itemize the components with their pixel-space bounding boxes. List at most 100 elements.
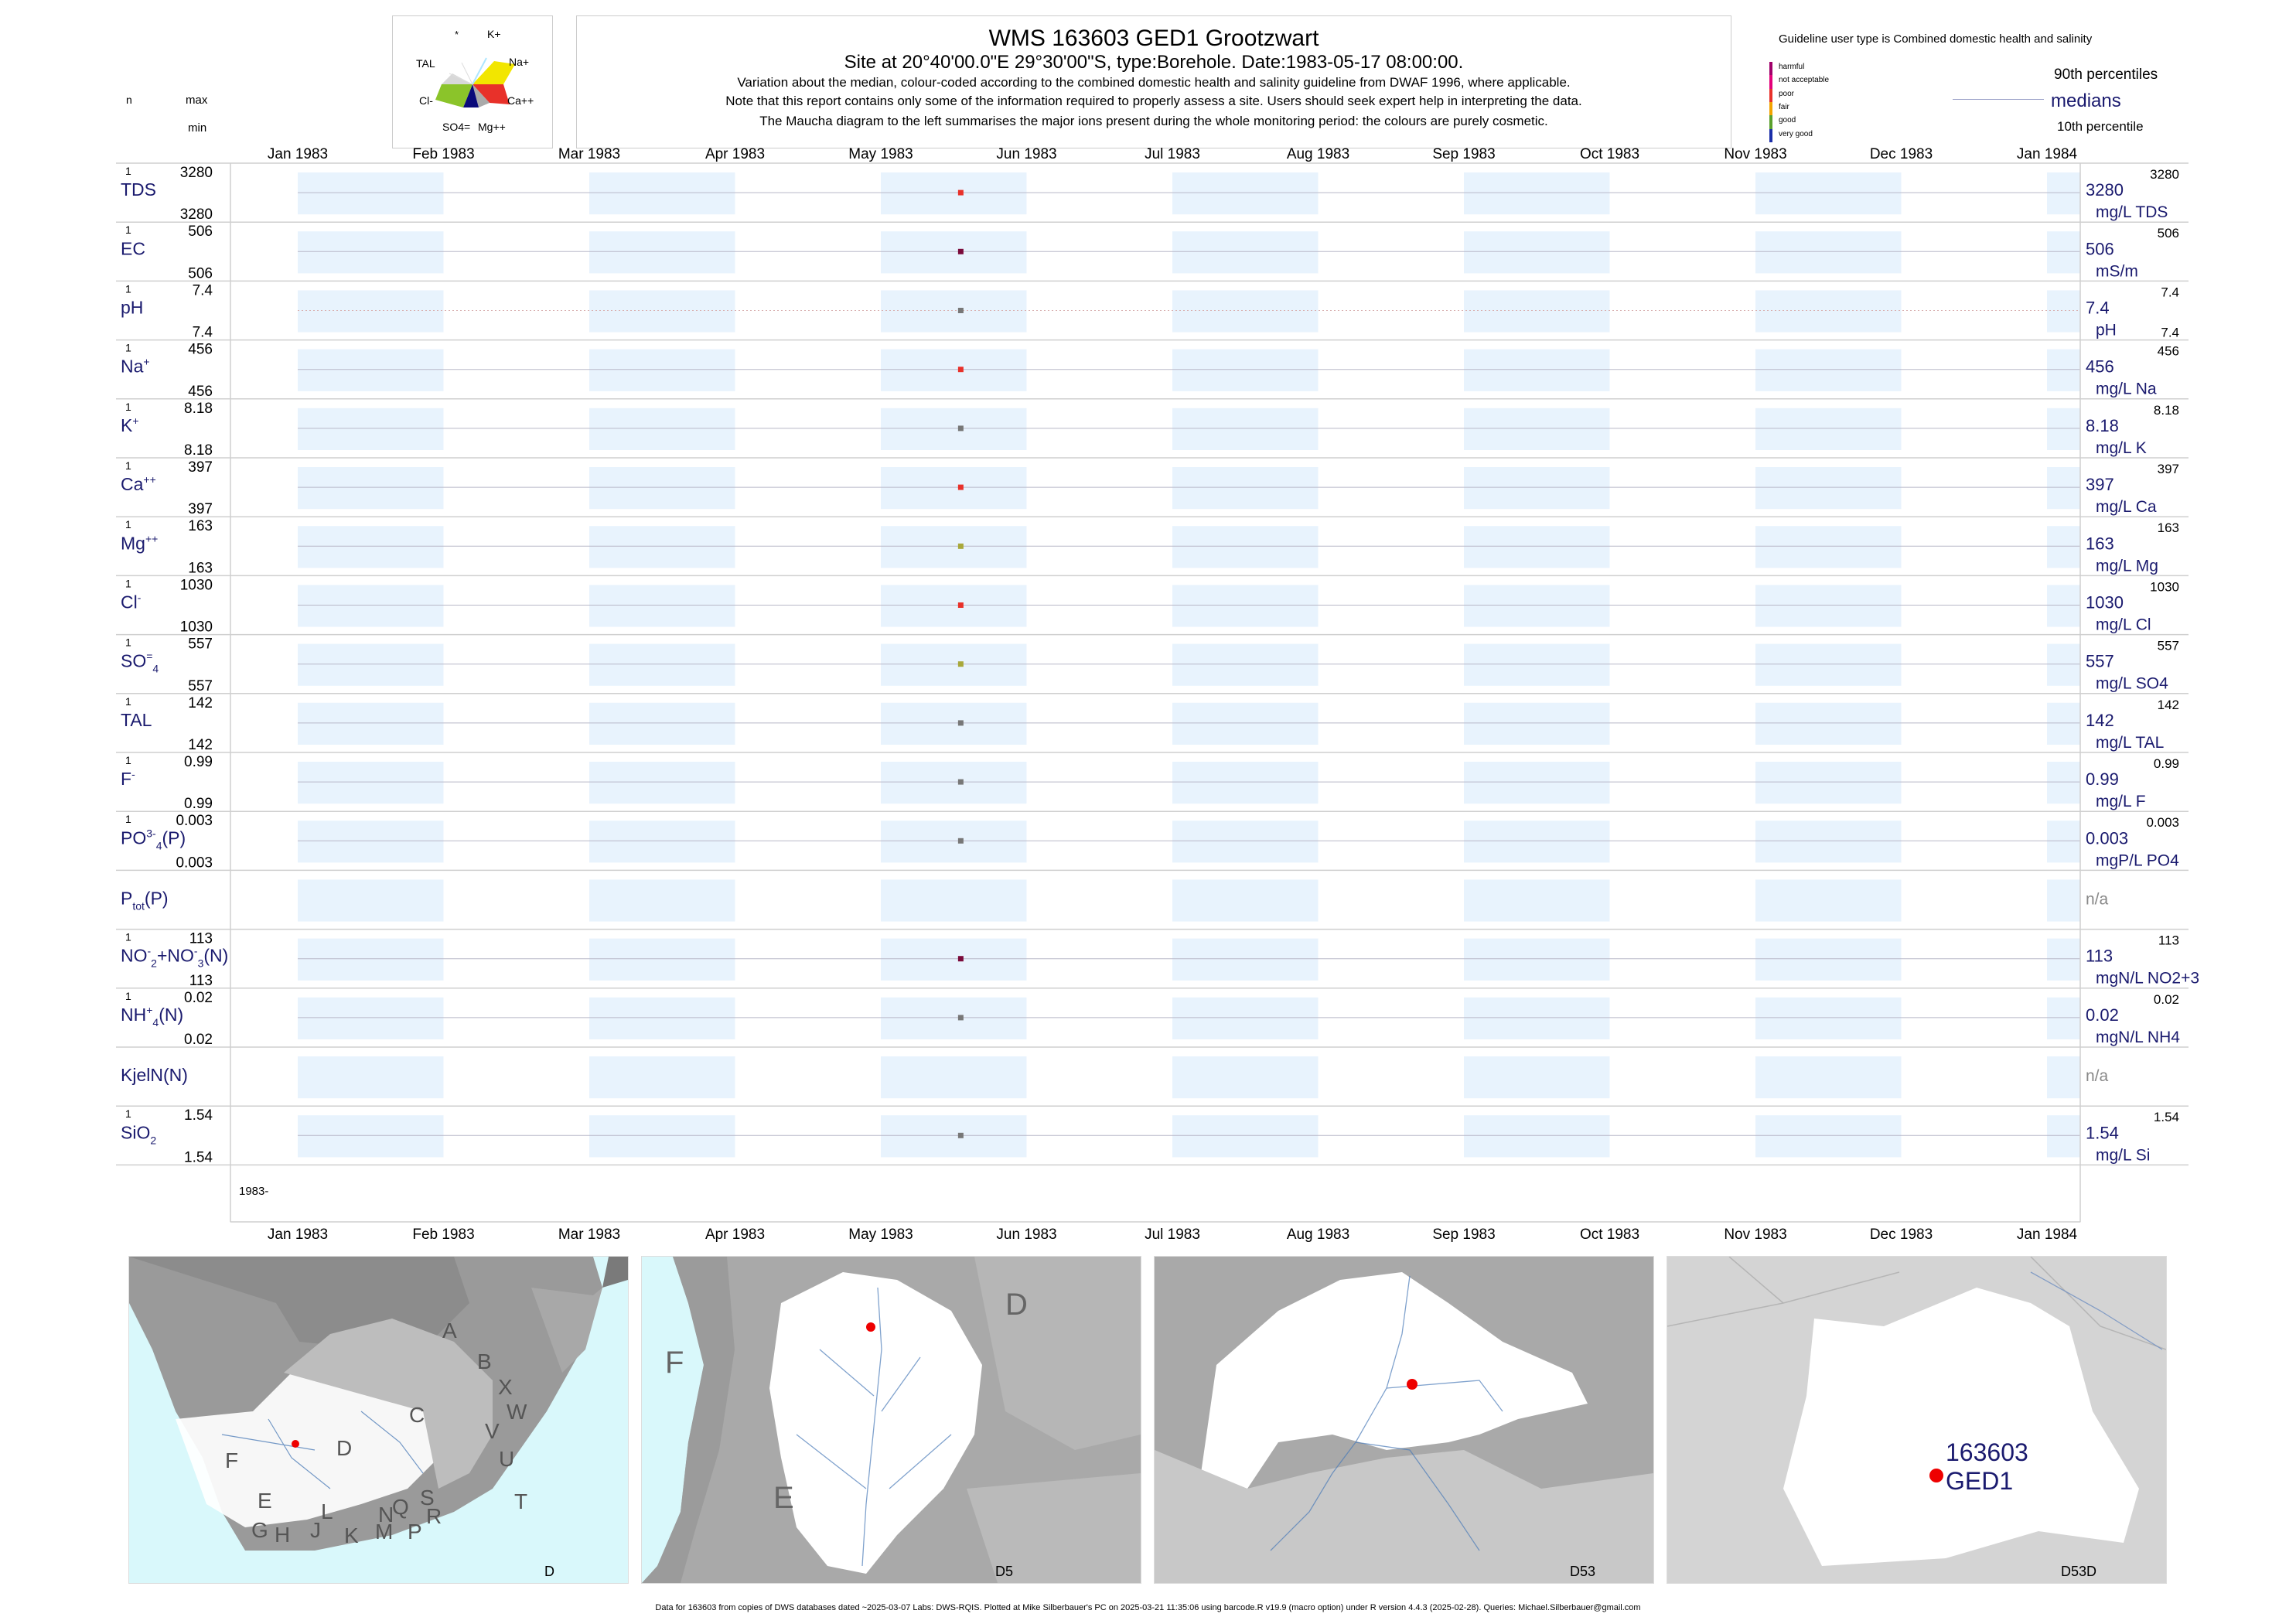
month-band: [1172, 467, 1319, 510]
month-band: [589, 997, 735, 1039]
month-band: [298, 290, 444, 333]
row-min-value: 557: [188, 678, 213, 694]
row-median-value: n/a: [2086, 1067, 2109, 1085]
row-median-value: 0.02: [2086, 1005, 2119, 1025]
row-n-count: 1: [125, 636, 131, 649]
row-unit: mgN/L NH4: [2096, 1029, 2180, 1046]
month-band: [298, 408, 444, 450]
row-max-value: 8.18: [184, 401, 213, 417]
map-region-letter: X: [498, 1375, 513, 1399]
guideline-label-0: harmful: [1779, 63, 1805, 71]
month-band: [1172, 172, 1319, 215]
guideline-color-bar: [1769, 62, 1772, 142]
row-label: TAL: [121, 710, 152, 730]
month-band: [881, 408, 1027, 450]
row-p90-value: 7.4: [2161, 285, 2179, 299]
max-column-label: max: [186, 94, 208, 107]
month-band: [298, 762, 444, 804]
row-max-value: 1030: [180, 577, 213, 593]
row-min-value: 1030: [180, 619, 213, 636]
map-site-marker: [292, 1440, 299, 1448]
maucha-label-cl: Cl-: [419, 94, 433, 107]
month-band: [881, 526, 1027, 568]
row-median-value: 163: [2086, 534, 2114, 553]
time-series-chart: Jan 1983 Jan 1983 Feb 1983 Feb 1983 Mar 1983…: [116, 146, 2199, 1243]
map-region-letter: B: [477, 1349, 492, 1373]
month-band: [1172, 762, 1319, 804]
data-point-nh: [957, 1015, 964, 1021]
map-region-letter: Q: [392, 1495, 409, 1519]
month-band: [1172, 408, 1319, 450]
map-letter-e: E: [773, 1481, 794, 1515]
month-band: [2047, 938, 2080, 981]
month-band: [1464, 1115, 1610, 1158]
row-max-value: 0.02: [184, 990, 213, 1006]
month-band: [1464, 290, 1610, 333]
row-p90-value: 0.003: [2146, 815, 2179, 830]
month-band: [1464, 821, 1610, 863]
month-band: [298, 349, 444, 391]
row-min-value: 0.02: [184, 1032, 213, 1048]
x-tick-label-top: Jan 1984: [2017, 146, 2078, 162]
month-band: [298, 643, 444, 686]
month-band: [2047, 821, 2080, 863]
map-letter-f: F: [665, 1346, 684, 1380]
month-band: [1755, 821, 1902, 863]
month-band: [1464, 467, 1610, 510]
data-point-sio: [957, 1132, 964, 1138]
row-max-value: 163: [188, 518, 213, 534]
row-max-value: 0.003: [176, 813, 213, 829]
month-band: [2047, 643, 2080, 686]
month-band: [881, 762, 1027, 804]
x-tick-label-top: May 1983: [848, 146, 913, 162]
median-legend-label: medians: [2051, 90, 2121, 111]
month-band: [589, 821, 735, 863]
guideline-color-2: [1769, 88, 1772, 102]
row-unit: mg/L Ca: [2096, 498, 2157, 516]
map-region-letter: T: [514, 1489, 528, 1513]
month-band: [589, 938, 735, 981]
month-band: [881, 349, 1027, 391]
month-band: [589, 585, 735, 627]
row-min-value: 397: [188, 501, 213, 517]
maucha-diagram: * K+ TAL Na+ Cl- Ca++ SO4= Mg++: [416, 28, 534, 133]
report-note-2: Note that this report contains only some…: [725, 94, 1582, 108]
month-band: [881, 467, 1027, 510]
row-median-value: 456: [2086, 357, 2114, 377]
footer-note: Data for 163603 from copies of DWS datab…: [655, 1603, 1641, 1612]
map-drainage-region-d5: F D E D5: [641, 1256, 1141, 1584]
month-band: [1172, 643, 1319, 686]
row-n-count: 1: [125, 401, 131, 413]
month-band: [298, 821, 444, 863]
month-band: [1755, 231, 1902, 274]
x-tick-label-bottom: Apr 1983: [705, 1227, 765, 1243]
x-tick-label-bottom: Jan 1983: [268, 1227, 328, 1243]
row-p90-value: 506: [2158, 226, 2179, 241]
month-band: [1464, 997, 1610, 1039]
guideline-label-4: good: [1779, 116, 1796, 125]
map-region-letter: V: [485, 1419, 500, 1443]
month-band: [1755, 643, 1902, 686]
month-band: [1755, 762, 1902, 804]
data-point-tds: [957, 189, 964, 196]
x-tick-label-top: Mar 1983: [558, 146, 620, 162]
row-label: PO3-4​(P): [121, 827, 186, 851]
row-max-value: 7.4: [193, 282, 213, 299]
data-point-cl: [957, 602, 964, 608]
month-band: [1464, 762, 1610, 804]
maucha-diagram-box: * K+ TAL Na+ Cl- Ca++ SO4= Mg++: [392, 15, 553, 148]
map-region-letter: N: [378, 1503, 394, 1527]
month-band: [589, 231, 735, 274]
map-region-letter: R: [426, 1504, 442, 1528]
row-median-value: 142: [2086, 711, 2114, 730]
month-band: [2047, 1115, 2080, 1158]
month-band: [2047, 762, 2080, 804]
x-tick-label-bottom: Jul 1983: [1145, 1227, 1200, 1243]
report-note-3: The Maucha diagram to the left summarise…: [759, 114, 1548, 128]
row-label: Ca++​: [121, 473, 156, 494]
data-point-tal: [957, 720, 964, 726]
month-band: [2047, 585, 2080, 627]
row-label: TDS: [121, 179, 156, 200]
month-band: [2047, 526, 2080, 568]
x-tick-label-bottom: Jan 1984: [2017, 1227, 2078, 1243]
